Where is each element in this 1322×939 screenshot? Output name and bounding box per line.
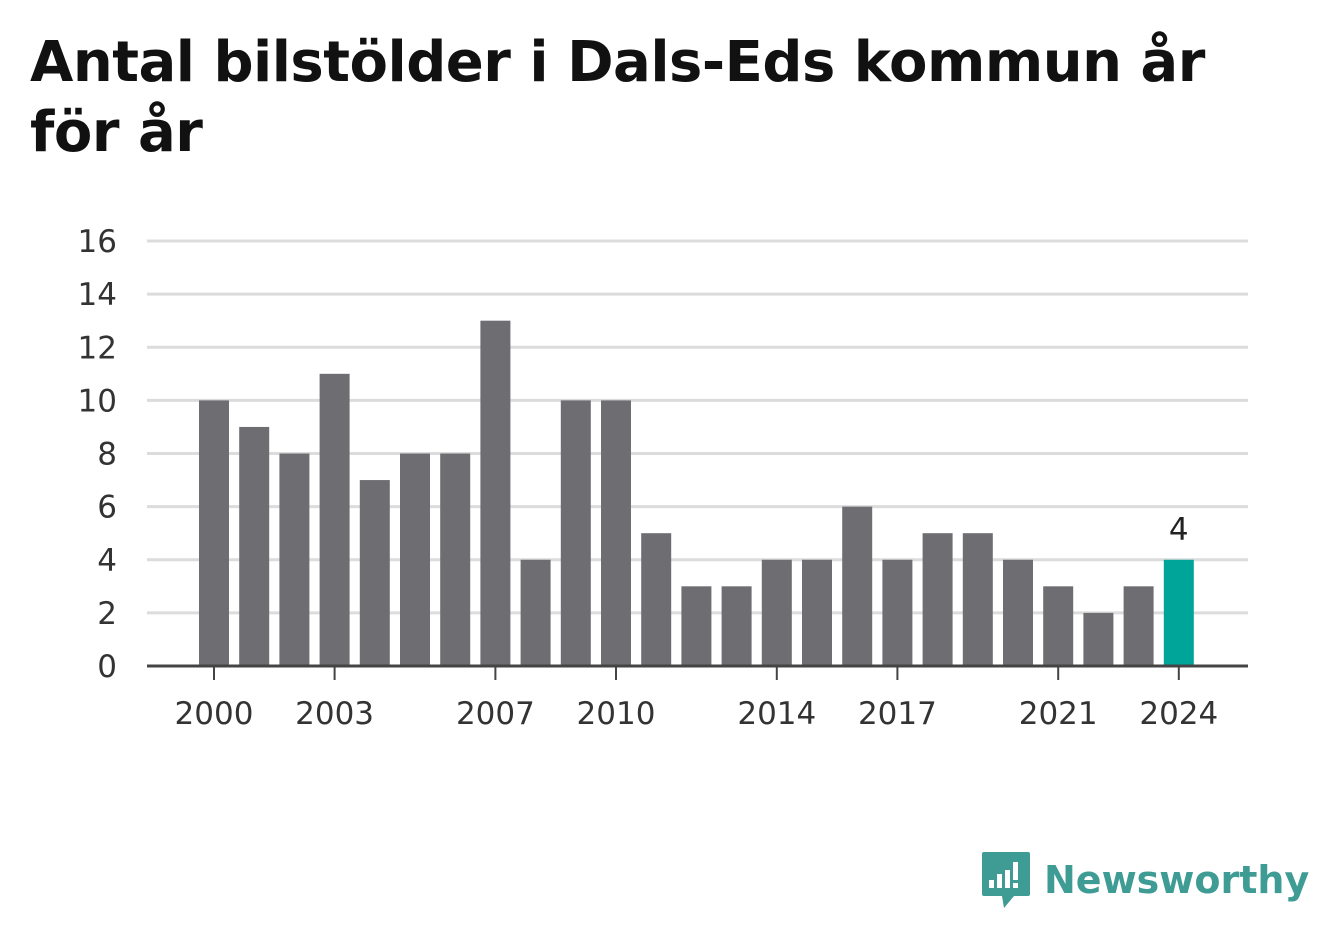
y-tick-label: 10 [78,383,117,419]
bar-2023 [1123,586,1154,666]
x-tick-label: 2003 [295,696,374,732]
x-tick-label: 2021 [1019,696,1098,732]
axes [147,664,1248,680]
y-tick-label: 16 [78,224,117,260]
x-tick-label: 2000 [175,696,254,732]
bar-2018 [922,533,953,666]
bar-2000 [199,400,229,666]
bar-2007 [480,320,511,666]
y-tick-label: 14 [78,277,117,313]
newsworthy-logo-icon [982,852,1030,908]
bar-2011 [641,533,672,666]
gridlines [147,239,1248,615]
bar-2013 [721,586,752,666]
y-tick-label: 12 [78,330,117,366]
y-tick-label: 2 [97,596,117,632]
bar-2006 [440,453,471,666]
x-tick-label: 2017 [858,696,937,732]
labels: 0 2 4 6 8 10 12 14 16 4 2000 2003 2007 2010 2014 2017 20… [78,224,1219,732]
bar-2015 [802,559,832,666]
bar-2004 [359,480,390,666]
bar-2001 [239,426,270,666]
x-tick-label: 2014 [737,696,816,732]
bar-2002 [279,453,310,666]
bar-2008 [520,559,551,666]
x-tick-label: 2024 [1139,696,1218,732]
bars [199,320,1194,666]
bar-2003 [319,373,350,666]
bar-2005 [400,453,430,666]
y-tick-label: 6 [97,490,117,526]
bar-2022 [1083,612,1114,666]
bar-2020 [1003,559,1033,666]
y-tick-label: 4 [97,543,117,579]
bar-2021 [1043,586,1074,666]
bar-2014 [761,559,792,666]
bar-2012 [681,586,712,666]
newsworthy-brand: Newsworthy [980,850,1309,910]
bar-2016 [842,506,873,666]
brand-name: Newsworthy [1044,858,1310,902]
bar-2009 [560,400,591,666]
bar-2024 [1163,559,1194,666]
bar-2017 [882,559,913,666]
x-tick-label: 2007 [456,696,535,732]
y-tick-label: 8 [97,437,117,473]
data-label-2024: 4 [1169,512,1189,548]
y-tick-label: 0 [97,649,117,685]
bar-2019 [962,533,993,666]
bar-2010 [601,400,631,666]
chart-title: Antal bilstölder i Dals-Eds kommun år fö… [30,30,1205,165]
x-tick-label: 2010 [577,696,656,732]
